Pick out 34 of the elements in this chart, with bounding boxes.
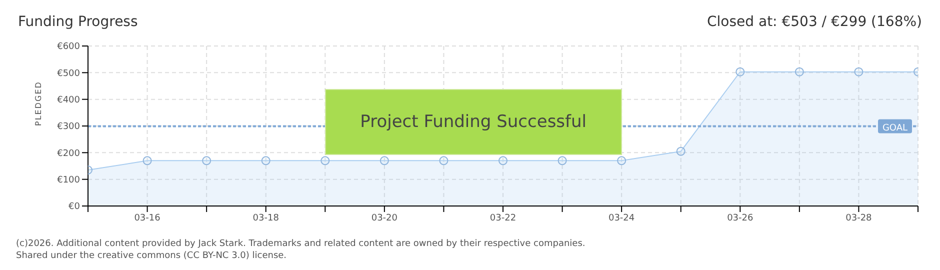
y-tick-label: €200 [57, 148, 80, 159]
x-tick-label: 03-22 [490, 213, 516, 224]
chart-subtitle: Closed at: €503 / €299 (168%) [707, 14, 922, 30]
point [380, 156, 389, 166]
x-tick-label: 03-26 [727, 213, 754, 224]
y-tick-label: €0 [68, 202, 80, 212]
point [202, 156, 212, 166]
y-tick-label: €300 [57, 122, 80, 132]
point [794, 67, 804, 76]
point [320, 156, 330, 166]
point [142, 156, 152, 166]
x-tick-label: 03-18 [252, 213, 280, 224]
point [558, 156, 567, 166]
point [617, 156, 626, 166]
y-axis-title: PLEDGED [34, 81, 43, 126]
text: Shared under the creative commons (CC BY-NC 3.0) license. [16, 250, 288, 262]
point [736, 67, 745, 76]
y-tick-label: €600 [57, 42, 80, 52]
y-tick-label: €400 [57, 96, 80, 106]
x-tick-label: 03-24 [608, 213, 635, 224]
y-tick-label: €500 [57, 68, 80, 79]
point [261, 156, 270, 166]
point [854, 67, 864, 76]
x-tick-label: 03-20 [371, 213, 398, 224]
point [498, 156, 508, 166]
banner-box: Project Funding Successful [325, 88, 622, 156]
point [676, 146, 686, 156]
text: (c)2026. Additional content provided by Jack Stark. Trademarks and related content are owned by their respective companies. [16, 238, 586, 250]
ref-line-label: GOAL [882, 123, 908, 134]
y-tick-label: €100 [57, 176, 80, 186]
x-tick-label: 03-16 [134, 213, 161, 224]
point [439, 156, 448, 166]
chart-title: Funding Progress [18, 14, 138, 30]
x-tick-label: 03-28 [846, 213, 872, 224]
